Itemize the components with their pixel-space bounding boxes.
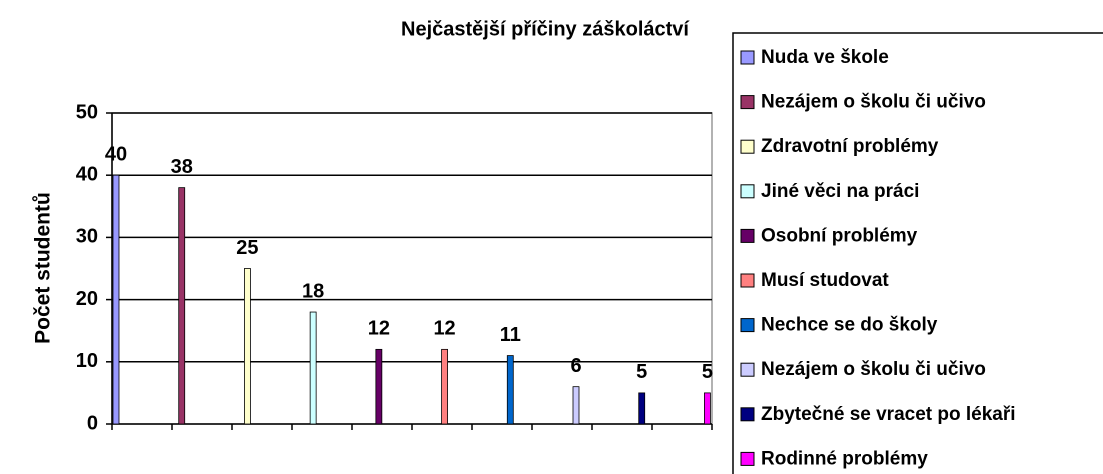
legend-label: Zbytečné se vracet po lékaři (761, 404, 1016, 425)
y-tick-label: 50 (76, 101, 98, 123)
legend-swatch (740, 50, 755, 65)
y-axis-label: Počet studentů (32, 192, 55, 344)
legend-swatch (740, 273, 755, 288)
y-tick-label: 40 (76, 163, 98, 185)
bar (112, 174, 120, 425)
data-label: 5 (636, 361, 647, 383)
data-label: 11 (500, 324, 521, 346)
legend-frame (732, 32, 1103, 474)
bar (178, 187, 186, 425)
legend-label: Jiné věci na práci (761, 181, 919, 202)
legend-swatch (740, 184, 755, 199)
bar (375, 348, 383, 425)
bar (441, 348, 448, 425)
data-label: 25 (236, 237, 258, 259)
data-label: 38 (171, 156, 193, 178)
legend-label: Osobní problémy (761, 225, 918, 246)
legend-swatch (740, 139, 755, 154)
legend-label: Nezájem o školu či učivo (761, 92, 986, 113)
bar (704, 392, 711, 425)
chart-title: Nejčastější příčiny záškoláctví (401, 18, 690, 40)
data-label: 18 (302, 280, 324, 302)
bar (572, 386, 580, 425)
legend-label: Rodinné problémy (761, 448, 928, 469)
data-label: 12 (368, 318, 390, 340)
bar (506, 355, 514, 425)
legend-label: Nuda ve škole (761, 47, 889, 68)
plot-area (111, 112, 713, 425)
y-tick-label: 30 (76, 226, 98, 248)
legend-label: Nezájem o školu či učivo (761, 359, 986, 380)
bar (244, 268, 251, 425)
legend-label: Musí studovat (761, 270, 889, 291)
data-label: 5 (702, 361, 713, 383)
legend-swatch (740, 318, 755, 333)
legend-label: Zdravotní problémy (761, 136, 939, 157)
y-tick-label: 0 (87, 412, 98, 434)
y-tick-label: 20 (76, 288, 98, 310)
data-label: 12 (433, 318, 455, 340)
data-label: 40 (105, 143, 127, 165)
bar (309, 311, 317, 425)
legend-label: Nechce se do školy (761, 315, 938, 336)
legend-swatch (740, 362, 755, 377)
data-label: 6 (570, 355, 581, 377)
legend-swatch (740, 228, 755, 243)
legend-swatch (740, 95, 755, 110)
legend-swatch (740, 407, 755, 422)
bar (638, 392, 646, 425)
legend-swatch (740, 451, 755, 466)
y-tick-label: 10 (76, 350, 98, 372)
